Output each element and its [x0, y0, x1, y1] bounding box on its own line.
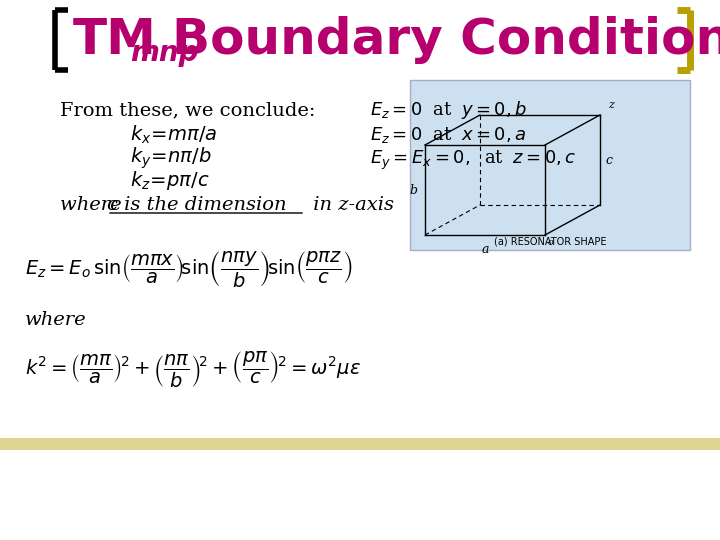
- Text: (a) RESONATOR SHAPE: (a) RESONATOR SHAPE: [494, 237, 606, 247]
- Text: $k_x\!=\!m\pi/a$: $k_x\!=\!m\pi/a$: [130, 124, 217, 146]
- Text: c is the dimension: c is the dimension: [107, 196, 287, 214]
- Text: $E_z = E_o\,\sin\!\left(\dfrac{m\pi x}{a}\right)\!\sin\!\left(\dfrac{n\pi y}{b}\: $E_z = E_o\,\sin\!\left(\dfrac{m\pi x}{a…: [25, 250, 352, 290]
- Text: in z-axis: in z-axis: [307, 196, 394, 214]
- Text: c: c: [605, 153, 612, 166]
- Text: Boundary Conditions: Boundary Conditions: [172, 16, 720, 64]
- Text: $k_y\!=\!n\pi/b$: $k_y\!=\!n\pi/b$: [130, 145, 212, 171]
- Text: TM: TM: [73, 16, 157, 64]
- Bar: [410, 80, 690, 250]
- Text: $k^2 = \left(\dfrac{m\pi}{a}\right)^{\!2} + \left(\dfrac{n\pi}{b}\right)^{\!2} +: $k^2 = \left(\dfrac{m\pi}{a}\right)^{\!2…: [25, 350, 361, 390]
- Text: From these, we conclude:: From these, we conclude:: [60, 101, 315, 119]
- Text: $E_z = 0\;$ at $\;x = 0, a$: $E_z = 0\;$ at $\;x = 0, a$: [370, 125, 526, 145]
- Text: $E_y = E_x = 0,\;$ at $\;z = 0, c$: $E_y = E_x = 0,\;$ at $\;z = 0, c$: [370, 148, 577, 172]
- Text: $k_z\!=\!p\pi/c$: $k_z\!=\!p\pi/c$: [130, 170, 210, 192]
- Bar: [0, 438, 720, 450]
- Text: where: where: [25, 311, 86, 329]
- Text: where: where: [60, 196, 128, 214]
- Text: $E_z = 0\;$ at $\;y = 0, b$: $E_z = 0\;$ at $\;y = 0, b$: [370, 99, 527, 121]
- Text: mnp: mnp: [130, 39, 199, 67]
- Text: a: a: [481, 243, 489, 256]
- Text: z: z: [608, 100, 614, 110]
- Text: b: b: [409, 184, 417, 197]
- Text: o: o: [548, 238, 554, 247]
